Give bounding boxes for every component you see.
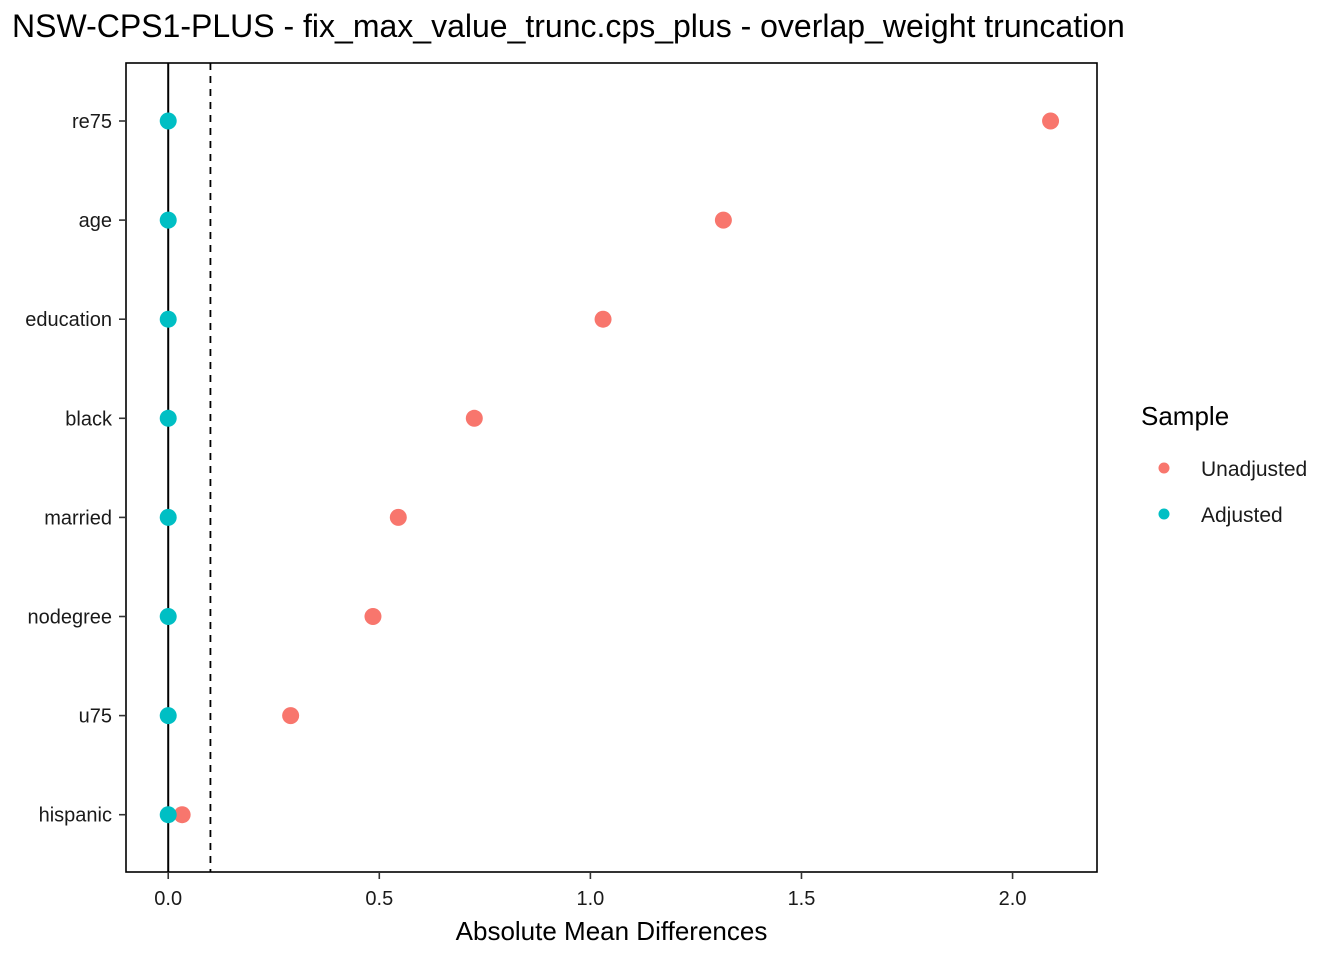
point-unadjusted (1042, 112, 1060, 130)
point-unadjusted (364, 608, 382, 625)
chart-title: NSW-CPS1-PLUS - fix_max_value_trunc.cps_… (12, 8, 1125, 44)
y-tick-label: age (79, 210, 112, 232)
x-tick-label: 1.0 (576, 888, 604, 910)
point-adjusted (159, 608, 177, 625)
point-unadjusted (714, 211, 732, 229)
y-tick-label: hispanic (39, 805, 112, 827)
x-tick-label: 0.5 (365, 888, 393, 910)
point-unadjusted (173, 806, 191, 824)
y-tick-label: nodegree (27, 607, 112, 629)
axes: re75 age education black married nodegree u75 h… (25, 111, 1026, 946)
x-tick-label: 1.5 (788, 888, 816, 910)
legend-title: Sample (1141, 401, 1229, 431)
point-adjusted (159, 707, 177, 725)
point-adjusted (159, 806, 177, 824)
legend-key-adjusted (1158, 508, 1170, 520)
y-tick-label: re75 (72, 111, 112, 133)
plot-area (125, 62, 1098, 873)
point-adjusted (159, 112, 177, 130)
point-adjusted (159, 508, 177, 526)
legend: Sample Unadjusted Adjusted (1141, 401, 1307, 527)
x-tick-label: 0.0 (154, 888, 182, 910)
y-tick-label: education (25, 309, 112, 331)
point-adjusted (159, 310, 177, 328)
legend-label: Unadjusted (1201, 458, 1307, 481)
legend-key-unadjusted (1158, 462, 1170, 474)
y-tick-label: married (44, 507, 112, 529)
point-unadjusted (282, 707, 300, 725)
point-unadjusted (594, 310, 612, 328)
legend-label: Adjusted (1201, 504, 1283, 527)
point-unadjusted (389, 508, 407, 526)
x-axis-title: Absolute Mean Differences (456, 916, 768, 946)
y-tick-label: black (65, 408, 113, 430)
point-unadjusted (465, 409, 483, 427)
x-tick-label: 2.0 (999, 888, 1027, 910)
point-adjusted (159, 211, 177, 229)
panel-border (125, 62, 1098, 873)
point-adjusted (159, 409, 177, 427)
y-tick-label: u75 (79, 706, 112, 728)
